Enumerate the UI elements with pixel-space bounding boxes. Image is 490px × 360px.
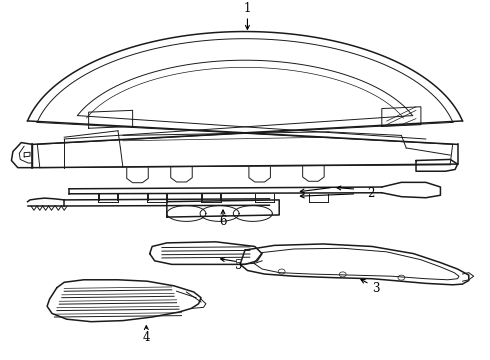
Text: 5: 5 xyxy=(235,259,243,272)
Text: 2: 2 xyxy=(368,187,375,200)
Text: 1: 1 xyxy=(244,3,251,15)
Text: 3: 3 xyxy=(372,282,380,295)
Text: 6: 6 xyxy=(219,215,227,228)
Text: 4: 4 xyxy=(143,330,150,343)
